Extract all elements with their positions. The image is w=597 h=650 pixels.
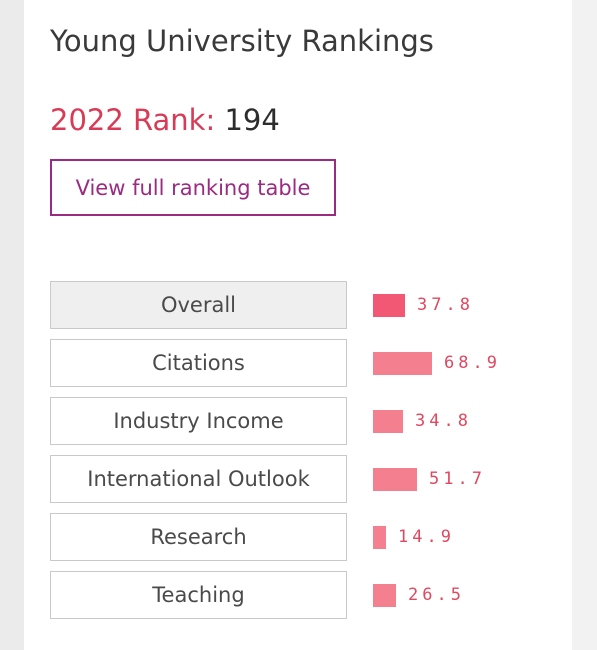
metric-score: 26.5 [408, 585, 465, 605]
metric-bar [373, 294, 405, 317]
metric-button-research[interactable]: Research [50, 513, 347, 561]
rank-value: 194 [224, 103, 280, 137]
metric-bar [373, 468, 417, 491]
metric-button-teaching[interactable]: Teaching [50, 571, 347, 619]
metric-bar [373, 352, 432, 375]
rank-line: 2022 Rank: 194 [50, 103, 280, 137]
metric-bar [373, 410, 403, 433]
view-full-ranking-button[interactable]: View full ranking table [50, 159, 336, 216]
metric-button-overall[interactable]: Overall [50, 281, 347, 329]
right-gutter [572, 0, 597, 650]
metric-score: 37.8 [417, 295, 474, 315]
metric-bar [373, 526, 386, 549]
rank-label: 2022 Rank: [50, 103, 216, 137]
metric-score: 51.7 [429, 469, 486, 489]
ranking-card: Young University Rankings 2022 Rank: 194… [24, 0, 572, 650]
metric-score: 34.8 [415, 411, 472, 431]
metric-score: 68.9 [444, 353, 501, 373]
metric-score: 14.9 [398, 527, 455, 547]
metric-button-international-outlook[interactable]: International Outlook [50, 455, 347, 503]
metric-bar [373, 584, 396, 607]
metric-button-citations[interactable]: Citations [50, 339, 347, 387]
page-title: Young University Rankings [50, 24, 434, 58]
metric-button-industry-income[interactable]: Industry Income [50, 397, 347, 445]
